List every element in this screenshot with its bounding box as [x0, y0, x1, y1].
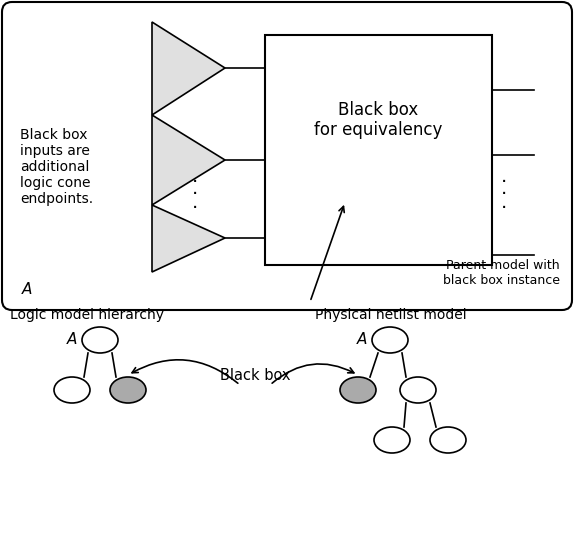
Polygon shape: [152, 205, 225, 272]
Ellipse shape: [400, 377, 436, 403]
Text: Logic model hierarchy: Logic model hierarchy: [10, 308, 164, 322]
Text: A: A: [22, 281, 32, 296]
Text: Black box
inputs are
additional
logic cone
endpoints.: Black box inputs are additional logic co…: [20, 128, 93, 206]
Text: ·: ·: [501, 199, 507, 217]
Text: Physical netlist model: Physical netlist model: [315, 308, 467, 322]
Ellipse shape: [82, 327, 118, 353]
Text: ·: ·: [501, 172, 507, 192]
Ellipse shape: [430, 427, 466, 453]
FancyBboxPatch shape: [2, 2, 572, 310]
Ellipse shape: [372, 327, 408, 353]
Ellipse shape: [54, 377, 90, 403]
Ellipse shape: [374, 427, 410, 453]
Text: ·: ·: [192, 199, 198, 217]
Text: Parent model with
black box instance: Parent model with black box instance: [443, 259, 560, 287]
Polygon shape: [152, 115, 225, 205]
Text: ·: ·: [192, 185, 198, 205]
Ellipse shape: [110, 377, 146, 403]
Text: ·: ·: [501, 185, 507, 205]
Text: Black box
for equivalency: Black box for equivalency: [315, 100, 443, 140]
Text: Black box: Black box: [220, 367, 290, 382]
Text: A: A: [67, 332, 77, 347]
Ellipse shape: [340, 377, 376, 403]
Text: A: A: [357, 332, 367, 347]
Polygon shape: [152, 22, 225, 115]
Bar: [265, 35, 492, 265]
Text: ·: ·: [192, 172, 198, 192]
